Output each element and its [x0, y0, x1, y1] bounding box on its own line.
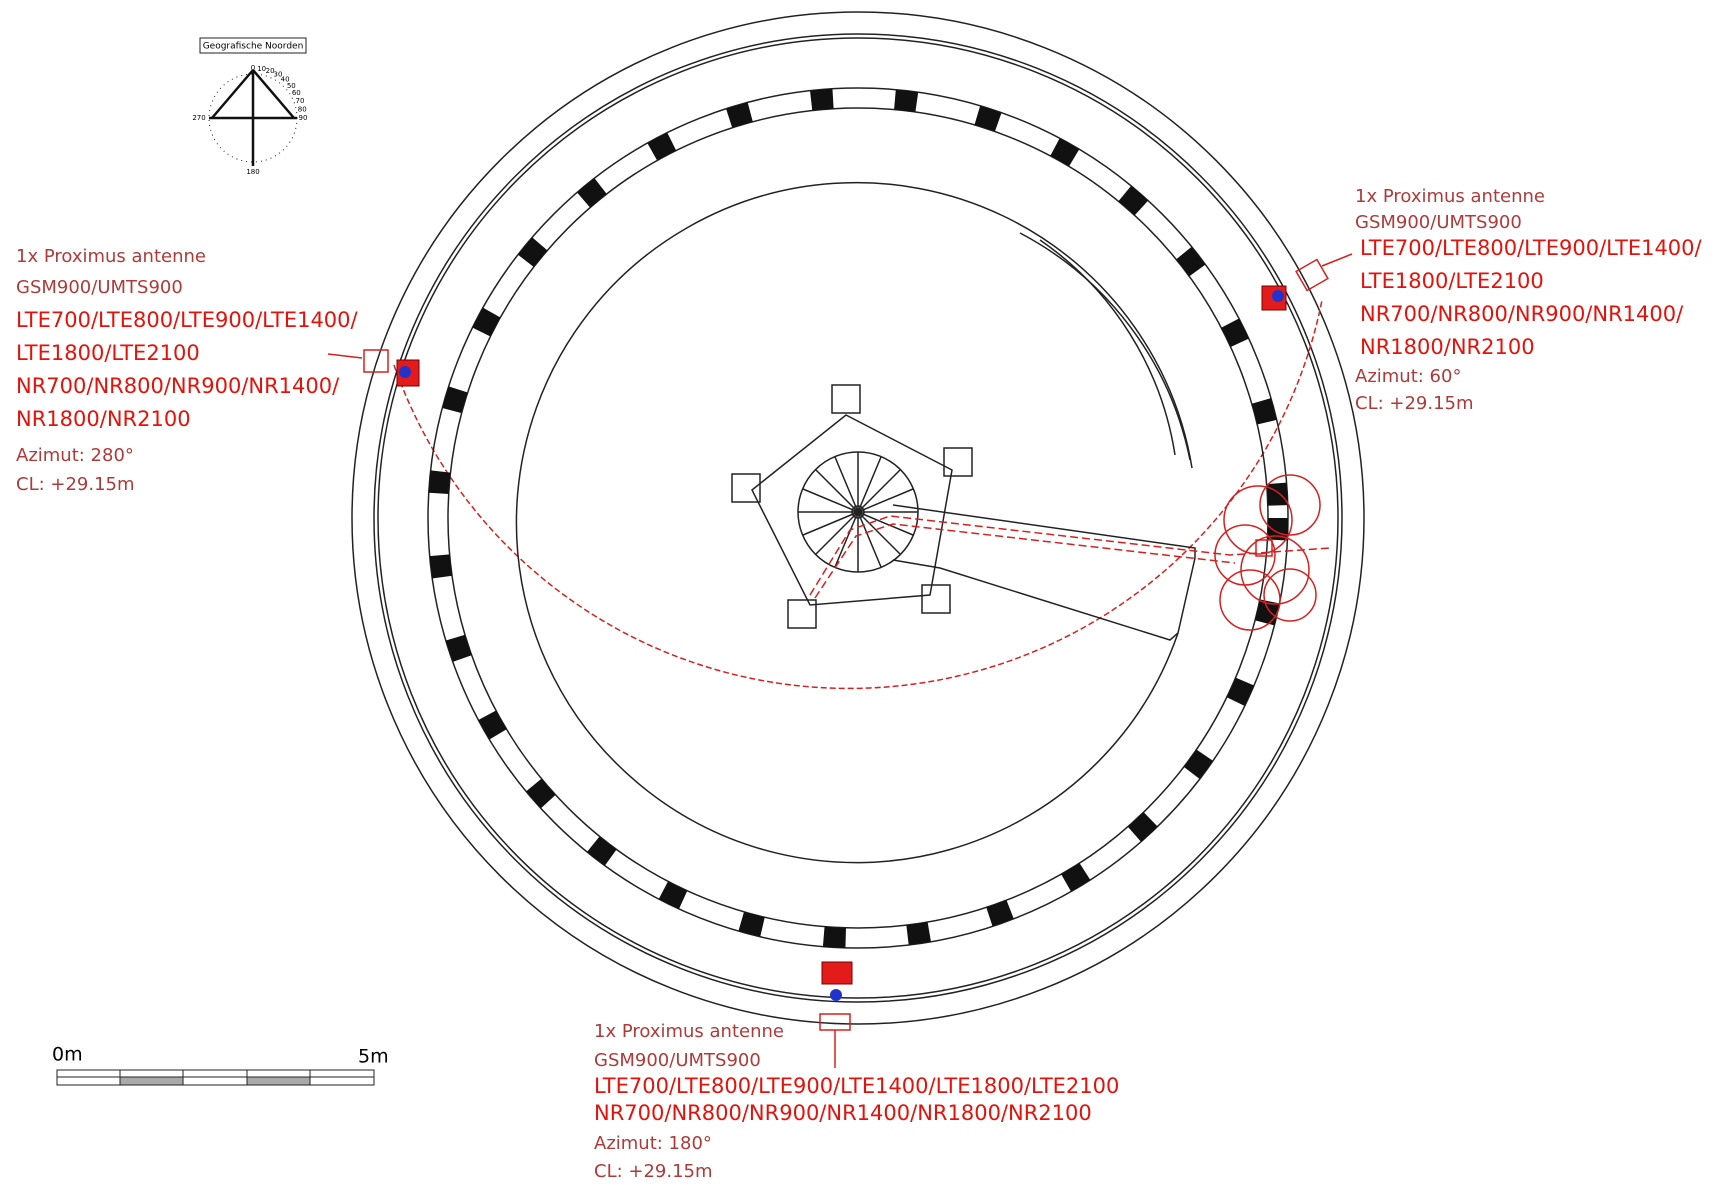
compass-label: 40 [281, 76, 290, 84]
stair-tower [751, 414, 953, 606]
lte-bands: LTE700/LTE800/LTE900/LTE1400/LTE1800/LTE… [594, 1074, 1119, 1098]
antenna-azimuth: Azimut: 180° [594, 1133, 712, 1154]
pillar [831, 384, 861, 414]
azimuth-arrow [1321, 253, 1353, 267]
nr-bands: NR700/NR800/NR900/NR1400/ [1360, 302, 1684, 326]
ring-segments [428, 88, 1288, 948]
pillar [731, 473, 761, 503]
antenna-labels: 1x Proximus antenne GSM900/UMTS900 LTE700/… [16, 186, 1703, 1182]
pillar [943, 447, 973, 477]
compass-label: 180 [246, 168, 259, 176]
antenna-title: 1x Proximus antenne [594, 1021, 784, 1042]
compass-label: 0 [251, 64, 255, 72]
compass-label: 20 [266, 67, 275, 75]
antenna-cl: CL: +29.15m [16, 474, 135, 495]
antenna-cl: CL: +29.15m [1355, 393, 1474, 414]
antenna-south [819, 961, 853, 1068]
lte-bands: LTE1800/LTE2100 [1360, 269, 1544, 293]
compass-title: Geografische Noorden [203, 42, 304, 52]
revision-cloud [1214, 474, 1321, 631]
antenna-cl: CL: +29.15m [594, 1161, 713, 1182]
feed-box [1255, 539, 1273, 557]
antenna-bands: GSM900/UMTS900 [1355, 212, 1522, 233]
compass-label: 50 [287, 82, 296, 90]
walkway-edge [373, 33, 1343, 1003]
antenna [363, 349, 389, 373]
compass-label: 80 [298, 105, 307, 113]
scale-end: 5m [358, 1046, 389, 1068]
nr-bands: NR1800/NR2100 [16, 407, 191, 431]
antenna-bands: GSM900/UMTS900 [594, 1050, 761, 1071]
compass-title-box [199, 37, 307, 54]
antenna-azimuth: Azimut: 280° [16, 445, 134, 466]
nr-bands: NR700/NR800/NR900/NR1400/ [16, 374, 340, 398]
compass-label: 70 [296, 97, 305, 105]
stair-steps [798, 452, 918, 572]
cable-run [814, 523, 1236, 599]
lte-bands: LTE700/LTE800/LTE900/LTE1400/ [1360, 236, 1703, 260]
compass-label: 90 [299, 114, 308, 122]
antenna-title: 1x Proximus antenne [16, 246, 206, 267]
stair-core [851, 505, 865, 519]
compass-label: 60 [292, 89, 301, 97]
antenna-bands: GSM900/UMTS900 [16, 277, 183, 298]
bracket [1272, 290, 1284, 302]
antenna-title: 1x Proximus antenne [1355, 186, 1545, 207]
inner-wall [515, 181, 1193, 864]
antenna-mount [821, 961, 853, 985]
nr-bands: NR1800/NR2100 [1360, 335, 1535, 359]
nr-bands: NR700/NR800/NR900/NR1400/NR1800/NR2100 [594, 1101, 1092, 1125]
compass-label: 30 [274, 71, 283, 79]
compass-label: 10 [257, 65, 266, 73]
antenna [1295, 258, 1329, 292]
antenna-west [327, 349, 420, 387]
antenna [819, 1013, 851, 1031]
antenna-azimuth: Azimut: 60° [1355, 366, 1461, 387]
lte-bands: LTE1800/LTE2100 [16, 341, 200, 365]
lte-bands: LTE700/LTE800/LTE900/LTE1400/ [16, 308, 359, 332]
cable-run [809, 515, 1331, 596]
bracket [399, 366, 411, 378]
scale-bar-blocks [56, 1069, 375, 1086]
scale-start: 0m [52, 1044, 83, 1066]
inner-arc-2 [1039, 239, 1176, 456]
pillar [921, 584, 951, 614]
azimuth-arrow [327, 353, 363, 359]
inner-arc [1019, 232, 1191, 461]
antenna-east [1261, 253, 1353, 311]
corridor [892, 504, 1196, 641]
walkway-rail [377, 37, 1339, 999]
compass-label: 270 [192, 114, 205, 122]
bracket [830, 989, 842, 1001]
pillar [787, 599, 817, 629]
outer-wall [351, 11, 1365, 1025]
compass-arrow [209, 69, 297, 166]
